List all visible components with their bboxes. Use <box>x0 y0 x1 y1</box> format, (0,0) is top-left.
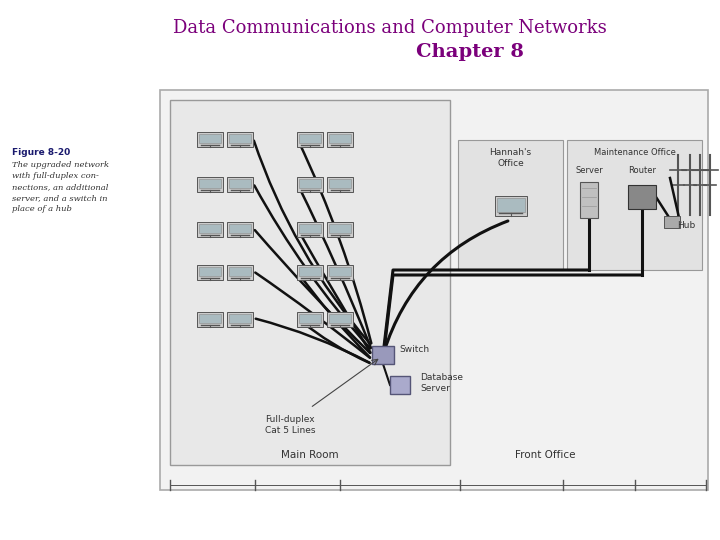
Bar <box>197 265 223 280</box>
Bar <box>329 267 351 276</box>
Bar <box>329 314 351 323</box>
Bar <box>229 179 251 188</box>
Bar <box>197 177 223 192</box>
Text: Front Office: Front Office <box>515 450 575 460</box>
Bar <box>199 267 221 276</box>
Bar <box>199 179 221 188</box>
Text: Data Communications and Computer Networks: Data Communications and Computer Network… <box>173 19 607 37</box>
Bar <box>229 134 251 143</box>
Bar <box>160 90 708 490</box>
Text: Maintenance Office: Maintenance Office <box>593 148 675 157</box>
Bar <box>329 179 351 188</box>
Bar <box>227 265 253 280</box>
Bar <box>297 265 323 280</box>
Bar <box>497 198 524 212</box>
Bar <box>197 312 223 327</box>
Bar <box>297 177 323 192</box>
Bar <box>390 376 410 394</box>
Text: Router: Router <box>628 166 656 175</box>
Bar <box>329 224 351 233</box>
Text: Server: Server <box>575 166 603 175</box>
Bar <box>299 224 321 233</box>
Bar <box>628 185 656 209</box>
Bar <box>327 132 353 147</box>
Bar <box>297 132 323 147</box>
Bar <box>495 196 526 215</box>
Bar <box>567 140 702 270</box>
Bar <box>199 134 221 143</box>
Bar <box>199 314 221 323</box>
Text: Switch: Switch <box>399 346 429 354</box>
Bar <box>227 132 253 147</box>
Bar <box>327 177 353 192</box>
Bar <box>227 312 253 327</box>
Text: Full-duplex
Cat 5 Lines: Full-duplex Cat 5 Lines <box>265 415 315 435</box>
Bar <box>197 222 223 237</box>
Bar <box>229 224 251 233</box>
Bar <box>458 140 563 270</box>
Bar <box>299 314 321 323</box>
Bar <box>299 179 321 188</box>
Bar <box>229 267 251 276</box>
Bar <box>229 314 251 323</box>
Bar <box>199 224 221 233</box>
Bar <box>327 265 353 280</box>
Text: Hannah's
Office: Hannah's Office <box>490 148 531 168</box>
Text: Figure 8-20: Figure 8-20 <box>12 148 71 157</box>
Bar <box>197 132 223 147</box>
Bar <box>297 222 323 237</box>
Text: Chapter 8: Chapter 8 <box>416 43 524 61</box>
Bar <box>664 216 680 228</box>
Bar <box>227 222 253 237</box>
Bar <box>170 100 450 465</box>
Text: Database
Server: Database Server <box>420 373 463 393</box>
Bar <box>327 222 353 237</box>
Bar <box>299 267 321 276</box>
Text: Hub: Hub <box>677 220 696 230</box>
Bar <box>297 312 323 327</box>
Bar <box>329 134 351 143</box>
Bar <box>372 346 394 364</box>
Text: The upgraded network
with full-duplex con-
nections, an additional
server, and a: The upgraded network with full-duplex co… <box>12 161 109 213</box>
Bar <box>580 182 598 218</box>
Bar <box>227 177 253 192</box>
Bar <box>299 134 321 143</box>
Bar <box>327 312 353 327</box>
Text: Main Room: Main Room <box>282 450 339 460</box>
